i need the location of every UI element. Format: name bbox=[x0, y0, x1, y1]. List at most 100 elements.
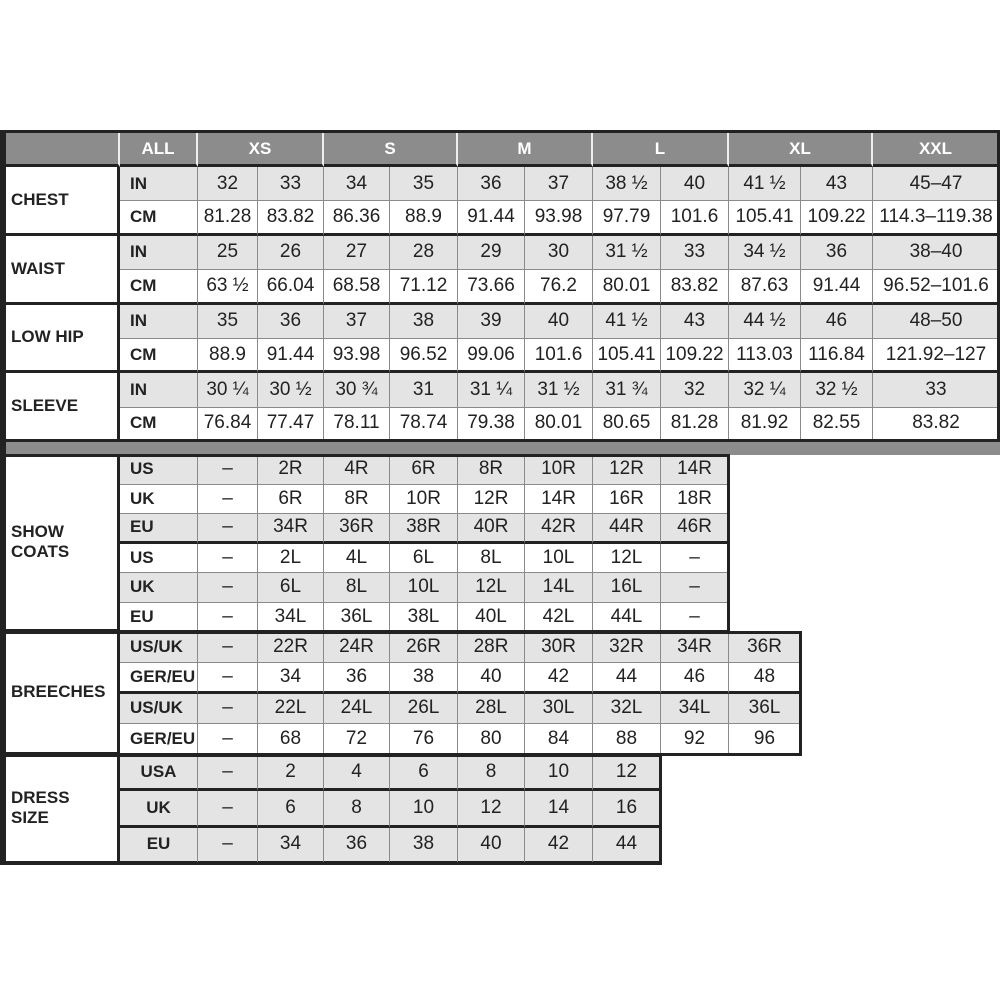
size-value: 34 bbox=[324, 167, 390, 202]
size-value: 24L bbox=[324, 693, 390, 725]
size-value: 44 ½ bbox=[729, 304, 801, 339]
size-value: 26L bbox=[390, 693, 458, 725]
size-value: 37 bbox=[324, 304, 390, 339]
size-value: 12 bbox=[458, 791, 525, 828]
size-value: 34R bbox=[258, 514, 324, 544]
size-value: 26R bbox=[390, 632, 458, 663]
size-value: 83.82 bbox=[873, 407, 1000, 443]
header-size: L bbox=[593, 133, 729, 167]
size-value: 83.82 bbox=[661, 270, 729, 305]
size-value: – bbox=[198, 514, 258, 544]
size-value: 8L bbox=[458, 543, 525, 574]
size-value: 33 bbox=[258, 167, 324, 202]
size-value: 12L bbox=[593, 543, 661, 574]
size-value: 36L bbox=[729, 693, 801, 725]
size-value: 38 bbox=[390, 304, 458, 339]
system-label: US bbox=[120, 543, 198, 574]
size-value: 43 bbox=[801, 167, 873, 202]
size-value: 88 bbox=[593, 724, 661, 755]
unit-label: IN bbox=[120, 167, 198, 202]
conversion-label: BREECHES bbox=[0, 632, 120, 755]
size-value: 6L bbox=[390, 543, 458, 574]
size-value: 68.58 bbox=[324, 270, 390, 305]
system-label: EU bbox=[120, 514, 198, 544]
size-value: 38–40 bbox=[873, 235, 1000, 271]
size-value: – bbox=[198, 724, 258, 755]
size-value: 41 ½ bbox=[729, 167, 801, 202]
size-value: 6R bbox=[258, 484, 324, 515]
size-value: 31 ½ bbox=[525, 373, 593, 408]
size-value: 80 bbox=[458, 724, 525, 755]
size-value: 30R bbox=[525, 632, 593, 663]
size-value: 40 bbox=[661, 167, 729, 202]
size-value: 40 bbox=[458, 662, 525, 694]
size-value: 8 bbox=[458, 755, 525, 792]
system-label: US/UK bbox=[120, 632, 198, 663]
size-value: 80.65 bbox=[593, 407, 661, 443]
measurement-label: CHEST bbox=[0, 167, 120, 236]
size-value: 6R bbox=[390, 455, 458, 485]
size-value: 40 bbox=[525, 304, 593, 339]
size-value: 121.92–127 bbox=[873, 339, 1000, 374]
size-value: 36R bbox=[729, 632, 801, 663]
size-value: 8R bbox=[458, 455, 525, 485]
size-value: 68 bbox=[258, 724, 324, 755]
size-value: 12R bbox=[458, 484, 525, 515]
size-value: 8L bbox=[324, 573, 390, 603]
size-value: 14L bbox=[525, 573, 593, 603]
size-value: 30L bbox=[525, 693, 593, 725]
size-value: 14R bbox=[661, 455, 729, 485]
size-value: 40 bbox=[458, 827, 525, 864]
size-value: 37 bbox=[525, 167, 593, 202]
size-value: 12L bbox=[458, 573, 525, 603]
unit-label: CM bbox=[120, 201, 198, 236]
size-value: 38L bbox=[390, 602, 458, 633]
size-value: 6L bbox=[258, 573, 324, 603]
size-value: 10 bbox=[390, 791, 458, 828]
size-value: 30 ½ bbox=[258, 373, 324, 408]
size-value: 34L bbox=[661, 693, 729, 725]
size-value: 12R bbox=[593, 455, 661, 485]
size-value: 92 bbox=[661, 724, 729, 755]
size-value: – bbox=[198, 573, 258, 603]
size-value: 24R bbox=[324, 632, 390, 663]
unit-label: IN bbox=[120, 235, 198, 271]
size-value: 6 bbox=[258, 791, 324, 828]
size-value: – bbox=[198, 755, 258, 792]
size-value: 30 ¾ bbox=[324, 373, 390, 408]
size-value: 87.63 bbox=[729, 270, 801, 305]
size-value: 91.44 bbox=[801, 270, 873, 305]
conversion-label: DRESS SIZE bbox=[0, 755, 120, 864]
size-value: 82.55 bbox=[801, 407, 873, 443]
size-value: 34R bbox=[661, 632, 729, 663]
system-label: EU bbox=[120, 602, 198, 633]
size-value: 31 ½ bbox=[593, 235, 661, 271]
size-value: 78.74 bbox=[390, 407, 458, 443]
size-value: 10R bbox=[390, 484, 458, 515]
size-value: 22R bbox=[258, 632, 324, 663]
unit-label: CM bbox=[120, 339, 198, 374]
size-value: 101.6 bbox=[661, 201, 729, 236]
size-value: 97.79 bbox=[593, 201, 661, 236]
system-label: UK bbox=[120, 484, 198, 515]
size-value: 28R bbox=[458, 632, 525, 663]
size-value: 113.03 bbox=[729, 339, 801, 374]
size-value: 96.52–101.6 bbox=[873, 270, 1000, 305]
system-label: EU bbox=[120, 827, 198, 864]
size-value: 38 bbox=[390, 827, 458, 864]
size-value: 114.3–119.38 bbox=[873, 201, 1000, 236]
size-value: 10L bbox=[525, 543, 593, 574]
size-value: – bbox=[661, 543, 729, 574]
size-value: 2L bbox=[258, 543, 324, 574]
size-value: 18R bbox=[661, 484, 729, 515]
size-value: 16L bbox=[593, 573, 661, 603]
size-value: 28 bbox=[390, 235, 458, 271]
size-value: 25 bbox=[198, 235, 258, 271]
size-value: 88.9 bbox=[390, 201, 458, 236]
size-value: 2R bbox=[258, 455, 324, 485]
size-value: – bbox=[198, 791, 258, 828]
size-value: 105.41 bbox=[593, 339, 661, 374]
measurement-label: LOW HIP bbox=[0, 304, 120, 374]
size-value: 38R bbox=[390, 514, 458, 544]
size-value: 73.66 bbox=[458, 270, 525, 305]
